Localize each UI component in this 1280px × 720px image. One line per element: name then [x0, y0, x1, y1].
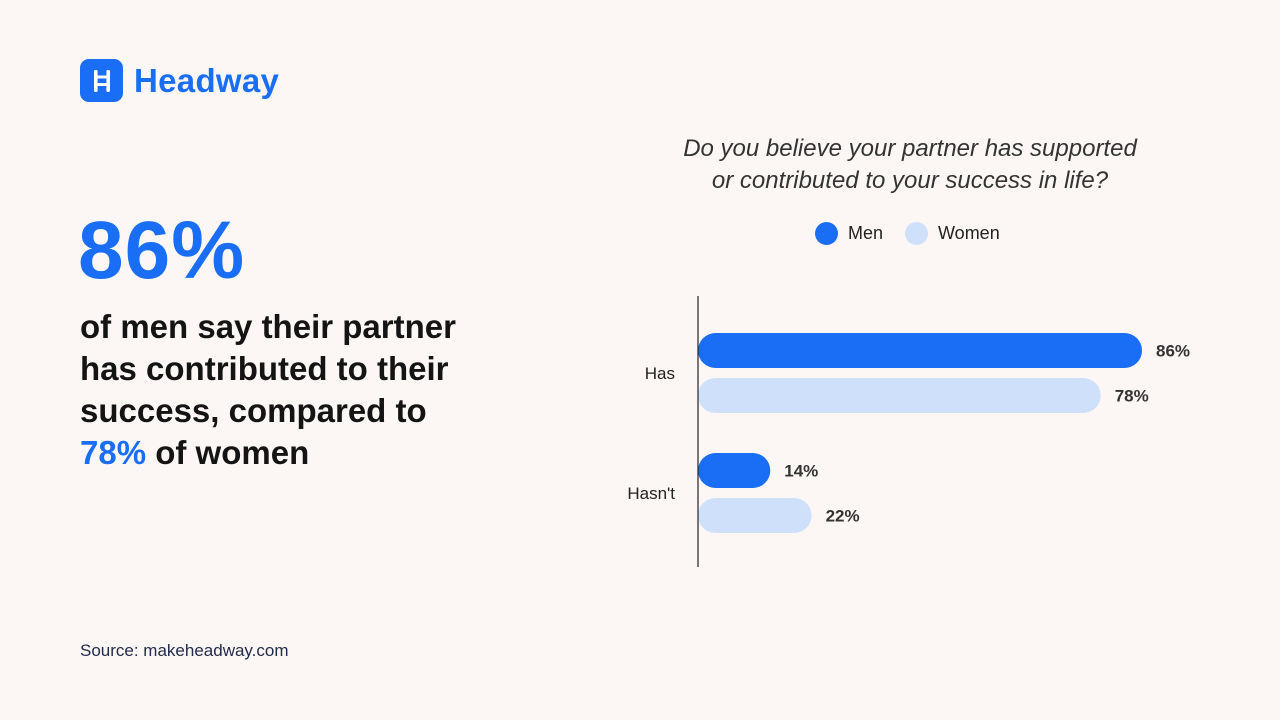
chart-title: Do you believe your partner has supporte…: [610, 133, 1210, 197]
ladder-icon: [80, 59, 123, 102]
data-label: 22%: [826, 507, 860, 526]
brand-name: Headway: [134, 61, 280, 99]
headline-main: of men say their partner has contributed…: [80, 308, 456, 429]
bar-men: [698, 453, 771, 488]
bar-women: [698, 498, 812, 533]
big-stat-value: 86%: [78, 205, 246, 296]
source-note: Source: makeheadway.com: [80, 641, 289, 660]
data-label: 78%: [1115, 387, 1149, 406]
headline-tail: of women: [146, 434, 310, 471]
bar-chart: Has 86% 78% Hasn't 14% 22%: [627, 296, 1190, 567]
chart-legend: Men Women: [815, 222, 1022, 245]
data-label: 86%: [1156, 342, 1190, 361]
legend-item-men: Men: [815, 222, 883, 245]
headline-highlight: 78%: [80, 434, 147, 471]
legend-swatch-men: [815, 222, 838, 245]
legend-label-men: Men: [848, 223, 884, 243]
category-label: Has: [645, 364, 675, 383]
chart-title-line-1: Do you believe your partner has supporte…: [683, 135, 1137, 162]
legend-item-women: Women: [905, 222, 1000, 245]
category-label: Hasn't: [627, 484, 675, 503]
legend-label-women: Women: [938, 223, 1000, 243]
brand-logo: Headway: [80, 59, 279, 102]
legend-swatch-women: [905, 222, 929, 245]
data-label: 14%: [784, 462, 818, 481]
bar-men: [698, 333, 1142, 368]
chart-title-line-2: or contributed to your success in life?: [711, 167, 1109, 194]
stat-headline: of men say their partner has contributed…: [80, 306, 480, 474]
bar-women: [698, 378, 1101, 413]
